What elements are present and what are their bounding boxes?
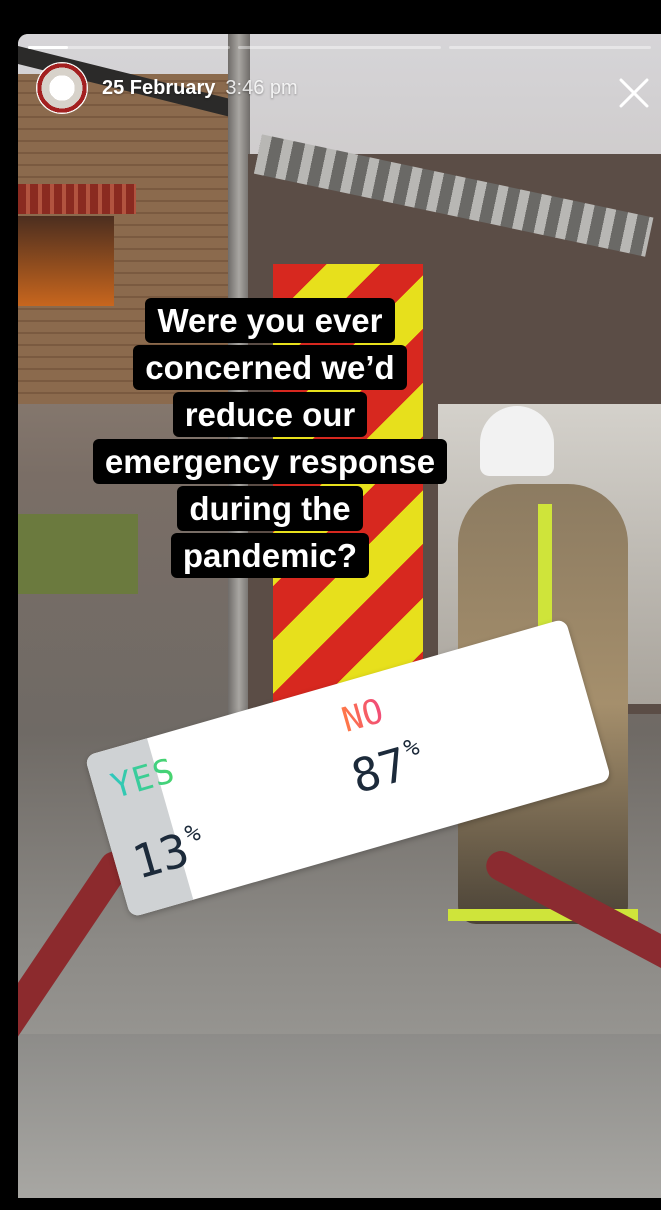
brick-band — [18, 184, 136, 214]
question-line: emergency response — [92, 439, 448, 484]
question-line: pandemic? — [170, 533, 370, 578]
story-progress — [28, 46, 651, 49]
question-line: reduce our — [172, 392, 368, 437]
poll-no-label[interactable]: NO — [337, 691, 388, 741]
question-line: concerned we’d — [133, 345, 407, 390]
question-sticker: Were you ever concerned we’d reduce our … — [50, 296, 490, 578]
story-time: 3:46 pm — [225, 76, 298, 99]
story-card[interactable]: 25 February 3:46 pm Were you ever concern… — [18, 34, 661, 1199]
story-header: 25 February 3:46 pm — [36, 62, 298, 114]
question-line: during the — [177, 486, 363, 531]
progress-segment — [448, 46, 651, 49]
grass-patch — [18, 514, 138, 594]
story-meta: 25 February 3:46 pm — [102, 77, 298, 100]
fire-service-crest-icon[interactable] — [36, 62, 88, 114]
helmet — [480, 406, 554, 476]
poll-no-percent: 87% — [346, 732, 430, 804]
status-bar-area — [0, 0, 661, 34]
bottom-bar — [0, 1198, 661, 1210]
close-icon-svg — [619, 78, 649, 108]
road — [18, 1034, 661, 1199]
doorway-light — [18, 216, 114, 306]
progress-segment — [28, 46, 231, 49]
progress-segment — [238, 46, 441, 49]
close-icon[interactable] — [617, 76, 651, 110]
question-line: Were you ever — [145, 298, 395, 343]
story-date: 25 February — [102, 76, 216, 99]
progress-fill — [28, 46, 69, 49]
